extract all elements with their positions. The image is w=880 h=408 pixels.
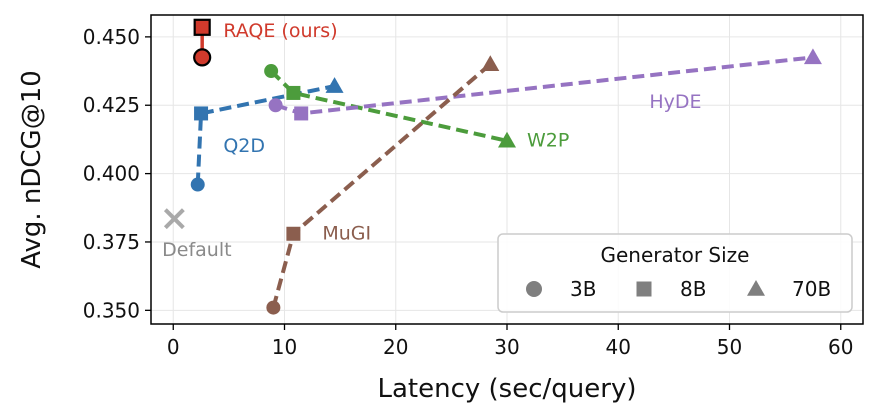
y-tick-label: 0.425 [83, 93, 140, 117]
data-point-70b [481, 55, 500, 71]
data-point-3b [190, 177, 205, 192]
series-label: RAQE (ours) [223, 20, 337, 42]
x-axis-title: Latency (sec/query) [378, 374, 637, 404]
data-point-3b [266, 300, 281, 315]
y-tick-label: 0.375 [83, 230, 140, 254]
series-label: MuGI [322, 222, 371, 244]
data-point-3b [268, 98, 283, 113]
data-point-8b [286, 85, 301, 100]
default-x-marker [163, 208, 185, 230]
data-point-70b [325, 77, 344, 93]
data-point-8b [286, 226, 301, 241]
series-raqe-ours [193, 18, 212, 67]
series-line [269, 69, 508, 143]
x-tick-label: 0 [167, 335, 180, 359]
series-w2p [264, 64, 516, 148]
legend-label: 70B [792, 277, 831, 301]
series-line [195, 84, 335, 185]
legend-label: 3B [570, 277, 596, 301]
data-point-3b [264, 64, 279, 79]
legend-label: 8B [680, 277, 706, 301]
series-label: W2P [527, 129, 569, 151]
default-label: Default [162, 239, 231, 261]
y-axis-title: Avg. nDCG@10 [17, 70, 47, 269]
data-point-70b [498, 131, 516, 148]
legend-marker-triangle [747, 280, 765, 296]
axes: 0 10 20 30 40 50 60 0.350 0.375 0.400 0.425 0.450 [83, 14, 864, 359]
x-tick-label: 10 [272, 335, 297, 359]
x-tick-label: 20 [383, 335, 408, 359]
data-point-70b [803, 48, 822, 65]
legend-marker-square [636, 281, 652, 297]
series-mugi [266, 55, 500, 315]
series-default [163, 208, 185, 230]
data-point-3b [193, 48, 212, 67]
series-line [271, 62, 492, 309]
series-label: Q2D [223, 135, 265, 157]
data-point-8b [294, 106, 309, 121]
x-tick-label: 60 [828, 335, 853, 359]
series-label: HyDE [649, 91, 701, 113]
series-labels: Q2D W2P HyDE MuGI RAQE (ours) Default [162, 20, 701, 261]
y-tick-label: 0.350 [83, 298, 140, 322]
data-point-8b [193, 18, 211, 36]
data-point-8b [194, 106, 209, 121]
series-layer [163, 18, 822, 315]
series-hyde [268, 48, 822, 121]
legend-title: Generator Size [601, 243, 750, 267]
series-q2d [190, 77, 344, 192]
legend-marker-circle [526, 281, 542, 297]
x-tick-label: 50 [717, 335, 742, 359]
y-tick-label: 0.450 [83, 25, 140, 49]
x-tick-label: 40 [606, 335, 631, 359]
x-tick-label: 30 [494, 335, 519, 359]
legend-box [497, 233, 853, 313]
y-tick-label: 0.400 [83, 162, 140, 186]
